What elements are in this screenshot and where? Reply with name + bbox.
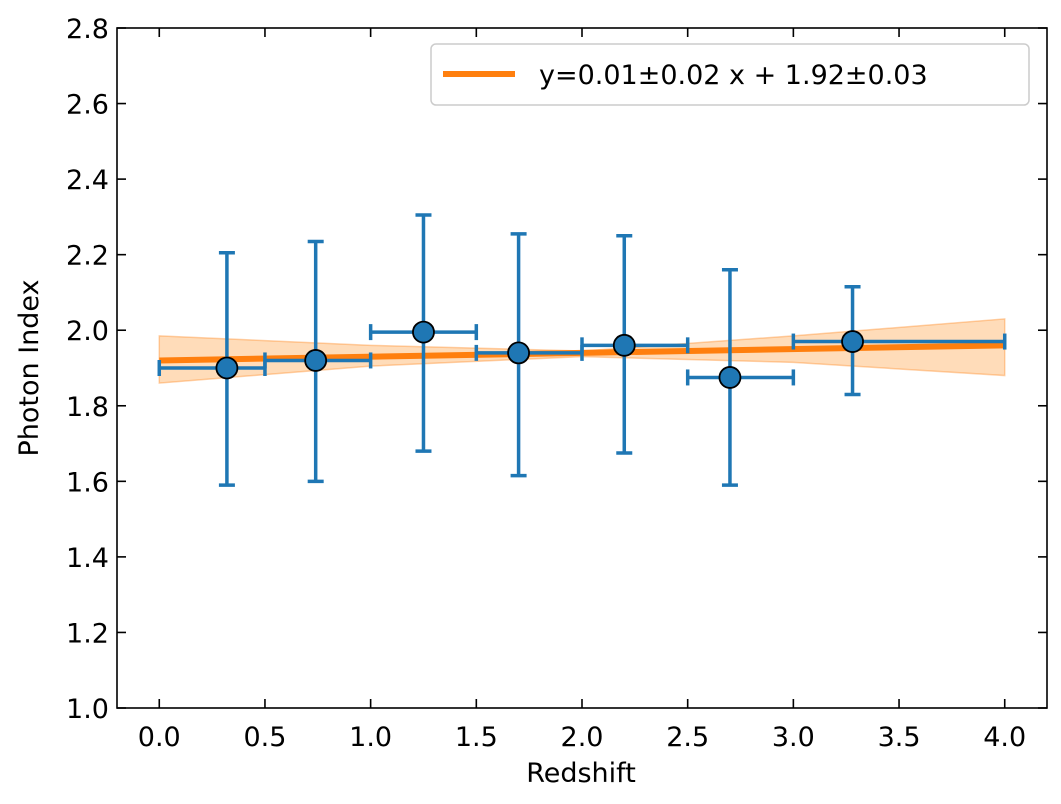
y-tick-label: 1.4	[66, 543, 109, 574]
y-tick-label: 2.4	[66, 165, 109, 196]
y-tick-label: 2.2	[66, 241, 109, 272]
x-tick-label: 2.5	[666, 722, 709, 753]
y-tick-label: 2.6	[66, 90, 109, 121]
y-tick-label: 1.6	[66, 467, 109, 498]
x-tick-label: 3.0	[772, 722, 815, 753]
x-tick-label: 0.0	[138, 722, 181, 753]
y-tick-label: 1.2	[66, 618, 109, 649]
x-tick-label: 3.5	[878, 722, 921, 753]
data-point-1	[215, 356, 239, 380]
data-point-6	[718, 366, 742, 389]
y-tick-label: 2.0	[66, 316, 109, 347]
y-tick-label: 2.8	[66, 14, 109, 45]
legend-box	[430, 43, 1030, 106]
data-point-3	[412, 320, 435, 344]
y-axis-label: Photon Index	[14, 279, 45, 456]
errorbar-1	[157, 251, 267, 487]
data-point-layer	[215, 320, 864, 389]
x-axis-label: Redshift	[526, 758, 636, 789]
y-tick-label: 1.0	[66, 694, 109, 725]
data-point-5	[612, 333, 636, 357]
x-tick-label: 1.0	[349, 722, 392, 753]
ticks: 0.0 0.5 1.0 1.5 2.0 2.5 3.0 3.5 4.0 1.0 1.2 1.4 1.6 1…	[66, 14, 1047, 753]
data-point-4	[507, 341, 530, 365]
x-tick-label: 0.5	[243, 722, 286, 753]
data-point-2	[304, 349, 328, 372]
x-tick-label: 2.0	[561, 722, 604, 753]
errorbar-7	[791, 285, 1007, 397]
data-point-7	[841, 330, 864, 353]
x-tick-label: 1.5	[455, 722, 498, 753]
y-tick-label: 1.8	[66, 392, 109, 423]
x-tick-label: 4.0	[983, 722, 1026, 753]
legend-fit-label: y=0.01±0.02 x + 1.92±0.03	[539, 60, 928, 91]
legend: y=0.01±0.02 x + 1.92±0.03	[430, 43, 1030, 106]
